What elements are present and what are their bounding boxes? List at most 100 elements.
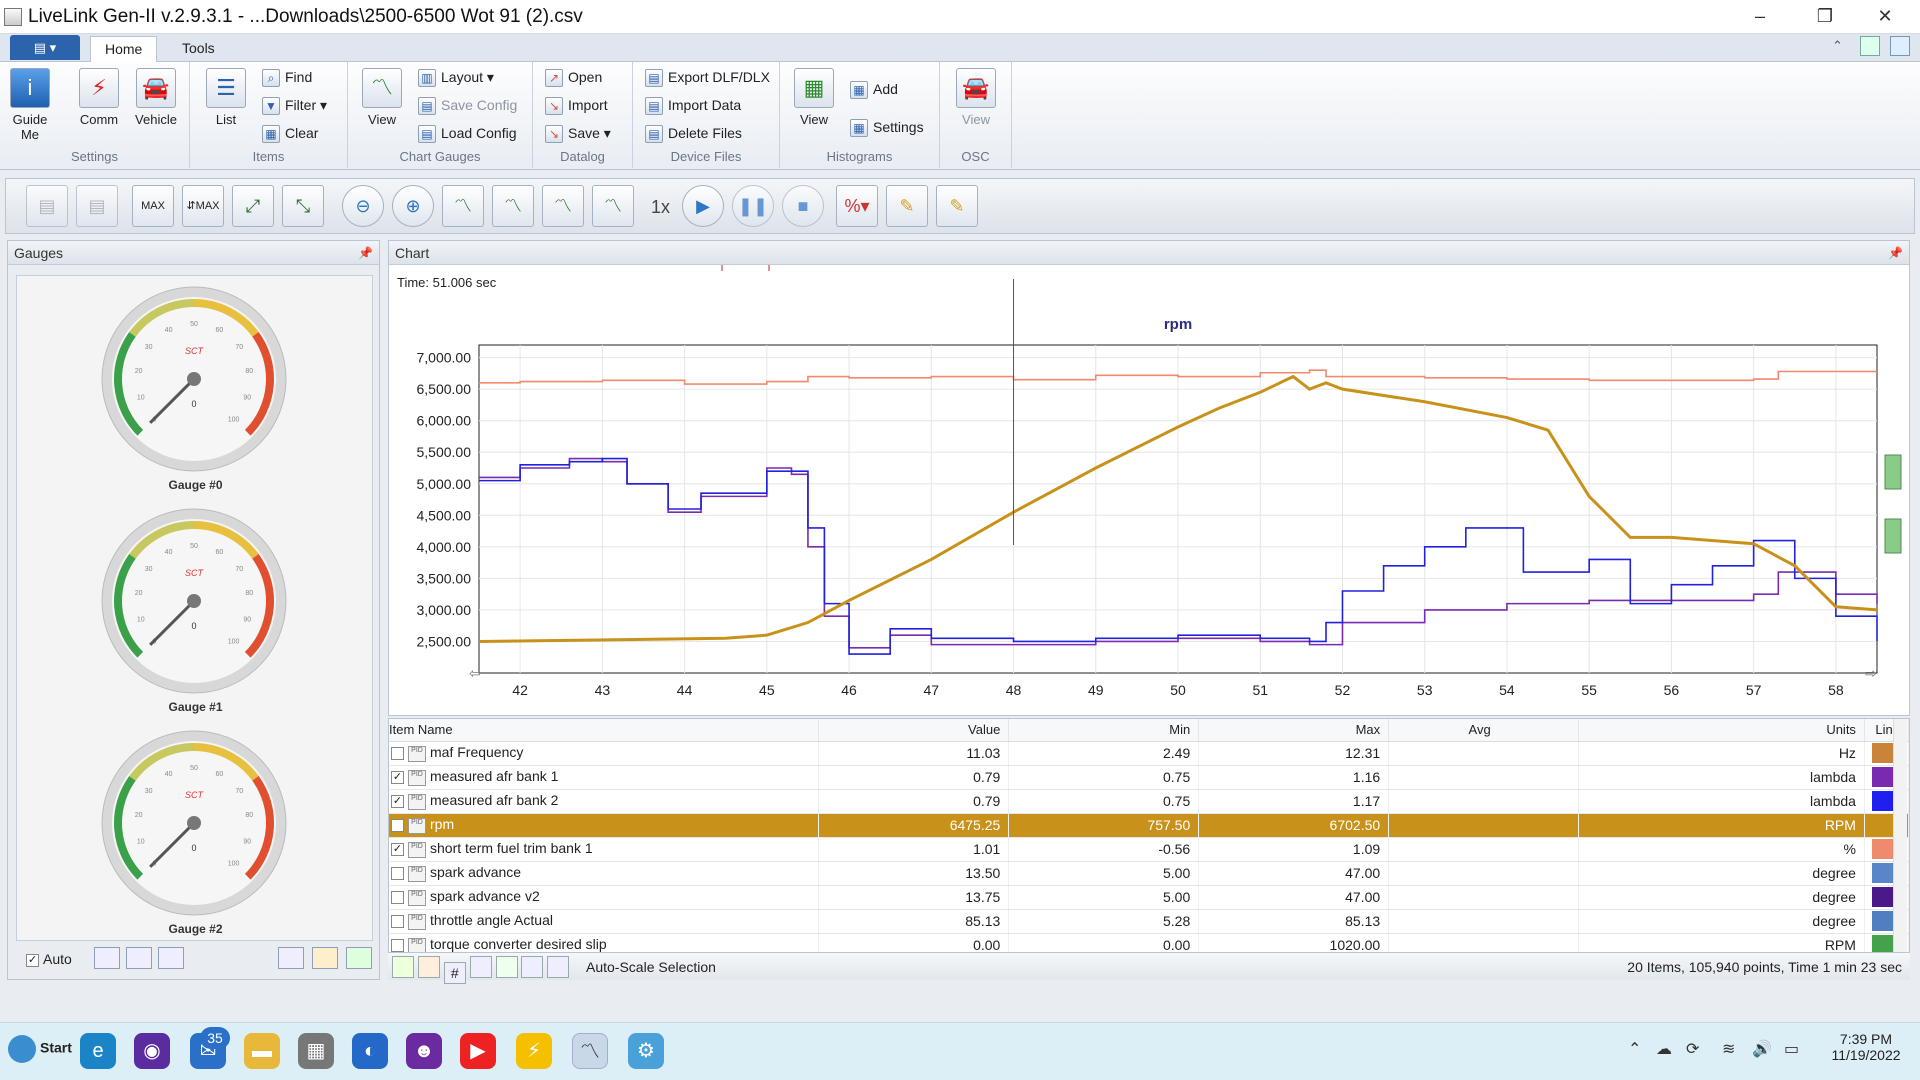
play-icon[interactable]: ▶ bbox=[682, 185, 724, 227]
scale-down-icon[interactable] bbox=[1884, 518, 1902, 554]
chart-tool-3-icon[interactable]: 〽 bbox=[542, 185, 584, 227]
help-icon[interactable] bbox=[1890, 36, 1910, 56]
auto-checkbox[interactable]: ✓ Auto bbox=[26, 951, 72, 967]
tray-chevron-icon[interactable]: ⌃ bbox=[1628, 1041, 1642, 1058]
row-checkbox[interactable]: ✓ bbox=[391, 843, 404, 857]
table-row[interactable]: ✓ PID short term fuel trim bank 1 1.01 -0.56… bbox=[389, 837, 1910, 862]
row-checkbox[interactable]: ✓ bbox=[391, 795, 404, 809]
pencil-right-icon[interactable]: ✎ bbox=[936, 185, 978, 227]
chart-view-button[interactable]: 〽 View bbox=[360, 68, 404, 127]
chart-pin-icon[interactable]: 📌 bbox=[1888, 246, 1903, 260]
percent-icon[interactable]: %▾ bbox=[836, 185, 878, 227]
column-header[interactable]: Avg bbox=[1388, 719, 1580, 742]
zoom-fit-icon[interactable]: ⤢ bbox=[232, 185, 274, 227]
chart-tool-2-icon[interactable]: 〽 bbox=[492, 185, 534, 227]
youtube-icon[interactable]: ▶ bbox=[460, 1033, 496, 1069]
column-header[interactable]: Max bbox=[1198, 719, 1390, 742]
row-checkbox[interactable] bbox=[391, 939, 404, 953]
series-line-measured-afr-bank-2[interactable] bbox=[479, 457, 1878, 655]
collapse-ribbon-icon[interactable]: ⌃ bbox=[1832, 38, 1843, 53]
table-row[interactable]: PID maf Frequency 11.03 2.49 12.31 Hz bbox=[389, 741, 1910, 766]
status-tool-4-icon[interactable] bbox=[469, 956, 492, 978]
find-button[interactable]: ⌕ Find bbox=[262, 66, 312, 88]
chart-tool-1-icon[interactable]: 〽 bbox=[442, 185, 484, 227]
status-tool-5-icon[interactable] bbox=[495, 956, 518, 978]
save-button[interactable]: ↘ Save ▾ bbox=[545, 122, 611, 144]
row-checkbox[interactable]: ✓ bbox=[391, 771, 404, 785]
lightning-app-icon[interactable]: ⚡ bbox=[516, 1033, 552, 1069]
column-header[interactable]: Units bbox=[1578, 719, 1865, 742]
hash-icon[interactable]: # bbox=[443, 962, 466, 984]
folder-icon[interactable]: ▬ bbox=[244, 1033, 280, 1069]
status-tool-1-icon[interactable] bbox=[392, 956, 414, 978]
table-row[interactable]: ✓ PID rpm 6475.25 757.50 6702.50 RPM bbox=[389, 813, 1910, 838]
grid-scrollbar[interactable] bbox=[1893, 719, 1907, 953]
row-checkbox[interactable] bbox=[391, 915, 404, 929]
column-header[interactable]: Min bbox=[1008, 719, 1200, 742]
zoom-in-icon[interactable]: ⊕ bbox=[392, 185, 434, 227]
table-row[interactable]: PID throttle angle Actual 85.13 5.28 85.13 de… bbox=[389, 909, 1910, 934]
calculator-icon[interactable]: ▦ bbox=[298, 1033, 334, 1069]
export-dlf-button[interactable]: ▤ Export DLF/DLX bbox=[645, 66, 770, 88]
gauge-refresh-icon[interactable] bbox=[346, 947, 372, 969]
delete-files-button[interactable]: ▤ Delete Files bbox=[645, 122, 742, 144]
gauge-open-icon[interactable] bbox=[312, 947, 338, 969]
wifi-icon[interactable]: ≋ bbox=[1722, 1041, 1736, 1058]
open-button[interactable]: ↗ Open bbox=[545, 66, 602, 88]
sync-icon[interactable]: ⟳ bbox=[1686, 1041, 1700, 1058]
scale-up-icon[interactable] bbox=[1884, 454, 1902, 490]
gauge-tool-2-icon[interactable] bbox=[126, 947, 152, 969]
app-mask-icon[interactable]: ☻ bbox=[406, 1033, 442, 1069]
disabled-tool-2[interactable]: ▤ bbox=[76, 185, 118, 227]
series-line-short-term-fuel-trim-bank-1[interactable] bbox=[479, 369, 1877, 385]
pencil-left-icon[interactable]: ✎ bbox=[886, 185, 928, 227]
start-button[interactable]: Start bbox=[8, 1035, 72, 1063]
pin-icon[interactable]: 📌 bbox=[358, 246, 373, 260]
edge-icon[interactable]: e bbox=[80, 1033, 116, 1069]
tab-tools[interactable]: Tools bbox=[182, 40, 215, 56]
tor-icon[interactable]: ◉ bbox=[134, 1033, 170, 1069]
column-header[interactable]: Item Name bbox=[389, 719, 820, 742]
table-row[interactable]: PID spark advance 13.50 5.00 47.00 degree bbox=[389, 861, 1910, 886]
comm-button[interactable]: ⚡ Comm bbox=[76, 68, 122, 127]
cloud-icon[interactable]: ☁ bbox=[1656, 1041, 1672, 1058]
autoscale-label[interactable]: Auto-Scale Selection bbox=[586, 959, 716, 975]
layout-button[interactable]: ▥ Layout ▾ bbox=[418, 66, 494, 88]
list-button[interactable]: ☰ List bbox=[204, 68, 248, 127]
table-row[interactable]: ✓ PID measured afr bank 1 0.79 0.75 1.16 lambd… bbox=[389, 765, 1910, 790]
gauge-tool-1-icon[interactable] bbox=[94, 947, 120, 969]
import-button[interactable]: ↘ Import bbox=[545, 94, 608, 116]
rpm-chart[interactable]: Time: 51.006 sec rpm 42 43 44 45 46 47 48 49 50 51 5… bbox=[389, 265, 1909, 715]
row-checkbox[interactable]: ✓ bbox=[391, 819, 404, 833]
tab-home[interactable]: Home bbox=[90, 36, 158, 62]
settings-app-icon[interactable]: ⚙ bbox=[628, 1033, 664, 1069]
clock[interactable]: 7:39 PM 11/19/2022 bbox=[1826, 1031, 1906, 1063]
table-row[interactable]: PID spark advance v2 13.75 5.00 47.00 degree bbox=[389, 885, 1910, 910]
zoom-all-icon[interactable]: ⤡ bbox=[282, 185, 324, 227]
load-config-button[interactable]: ▤ Load Config bbox=[418, 122, 517, 144]
histogram-view-button[interactable]: ▦ View bbox=[792, 68, 836, 127]
maximize-button[interactable]: ❐ bbox=[1816, 6, 1834, 26]
histogram-settings-button[interactable]: ▦ Settings bbox=[850, 116, 924, 138]
disabled-tool-1[interactable]: ▤ bbox=[26, 185, 68, 227]
scroll-right-icon[interactable]: ⇨ bbox=[1865, 665, 1877, 681]
battery-icon[interactable]: ▭ bbox=[1784, 1041, 1800, 1058]
guide-me-button[interactable]: i Guide Me bbox=[8, 68, 52, 142]
export-icon[interactable] bbox=[1860, 36, 1880, 56]
playback-speed[interactable]: 1x bbox=[651, 197, 671, 217]
column-header[interactable]: Value bbox=[818, 719, 1010, 742]
save-config-button[interactable]: ▤ Save Config bbox=[418, 94, 517, 116]
import-data-button[interactable]: ▤ Import Data bbox=[645, 94, 741, 116]
add-histogram-button[interactable]: ▦ Add bbox=[850, 78, 898, 100]
close-button[interactable]: ✕ bbox=[1877, 6, 1893, 26]
status-tool-7-icon[interactable] bbox=[547, 956, 570, 978]
row-checkbox[interactable] bbox=[391, 867, 404, 881]
gauge-save-icon[interactable] bbox=[278, 947, 304, 969]
stop-icon[interactable]: ■ bbox=[782, 185, 824, 227]
filter-button[interactable]: ▼ Filter ▾ bbox=[262, 94, 327, 116]
gauge-tool-3-icon[interactable] bbox=[158, 947, 184, 969]
max-reset-icon[interactable]: ⇵MAX bbox=[182, 185, 224, 227]
pause-icon[interactable]: ❚❚ bbox=[732, 185, 774, 227]
